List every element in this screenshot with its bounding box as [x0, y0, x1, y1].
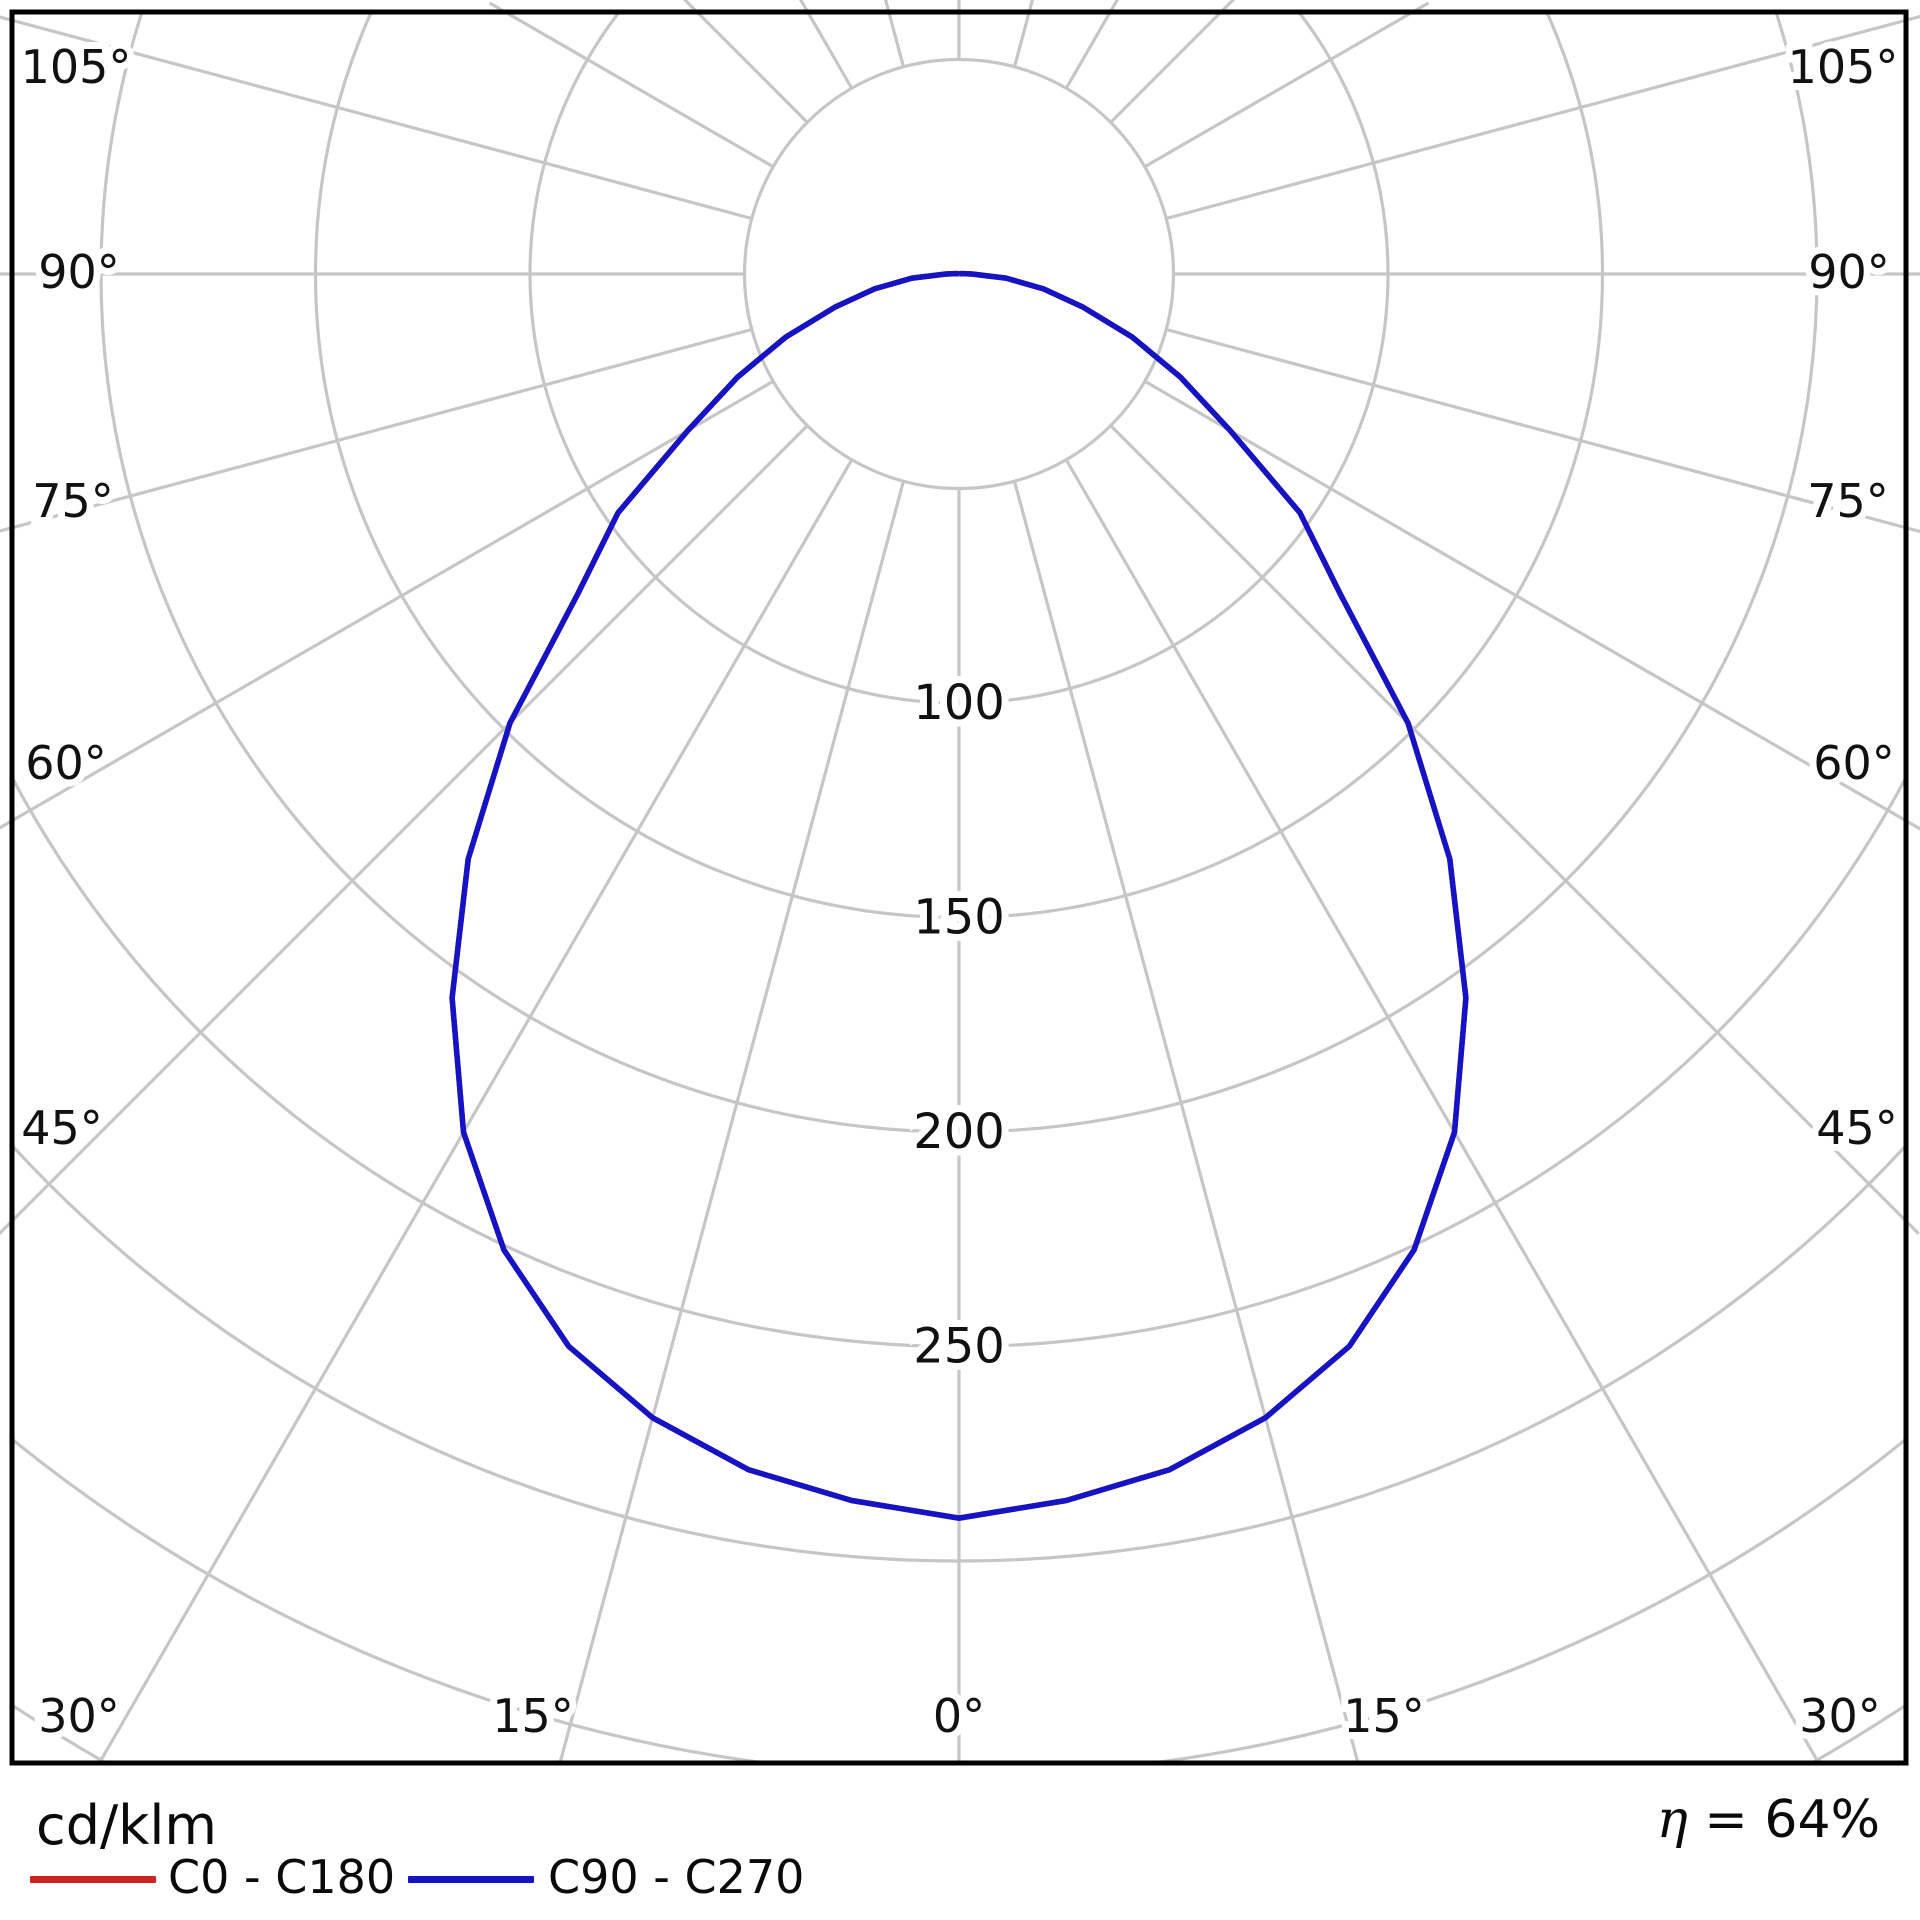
- grid-spoke-30: [1064, 458, 1821, 1763]
- plot-frame: [9, 9, 1909, 1766]
- grid-spoke-45: [1109, 424, 1906, 1224]
- grid-labels: 100 150 200 250 105° 90° 75° 60° 45° 30° 15° 0° 15° 3…: [14, 33, 1906, 1750]
- frame-tick-165: [1027, 0, 1035, 13]
- frame-tick-255: [0, 15, 13, 22]
- frame-tick-210: [798, 0, 810, 13]
- legend-label-c0-c180: C0 - C180: [168, 1850, 396, 1904]
- grid-spoke-330: [97, 458, 854, 1763]
- grid-spoke-285: [12, 327, 753, 530]
- angle-label-0: 105°: [21, 40, 132, 94]
- grid-spoke-105: [1165, 18, 1906, 221]
- angle-label-11: 60°: [1813, 736, 1895, 790]
- angle-label-3: 60°: [25, 736, 107, 790]
- angle-label-13: 90°: [1808, 245, 1890, 299]
- intensity-curves: [449, 270, 1469, 1521]
- grid-spoke-75: [1165, 327, 1906, 530]
- grid-spoke-315: [12, 424, 809, 1224]
- angle-label-9: 30°: [1799, 1689, 1881, 1743]
- angle-label-12: 75°: [1807, 474, 1889, 528]
- legend-swatch-c0-c180: [30, 1876, 156, 1883]
- legend: C0 - C180 C90 - C270: [0, 1850, 1920, 1912]
- angle-label-1: 90°: [38, 245, 120, 299]
- unit-label: cd/klm: [36, 1794, 218, 1857]
- angle-label-5: 30°: [38, 1689, 120, 1743]
- grid-spoke-300: [12, 379, 775, 823]
- legend-swatch-c90-c270: [408, 1876, 534, 1883]
- frame-tick-285: [0, 526, 13, 533]
- ring-label-200: 200: [913, 1104, 1005, 1160]
- grid-spoke-255: [12, 18, 753, 221]
- eta-symbol: η: [1656, 1790, 1688, 1850]
- frame-tick-105: [1905, 14, 1920, 22]
- angle-label-10: 45°: [1816, 1101, 1898, 1155]
- grid-spoke-60: [1143, 379, 1906, 823]
- frame-tick-150: [1108, 0, 1120, 13]
- angle-label-14: 105°: [1788, 40, 1899, 94]
- curve-C90-C270: [449, 270, 1469, 1521]
- frame-ticks: [0, 0, 1920, 1235]
- frame-tick-75: [1905, 526, 1920, 534]
- angle-label-6: 15°: [492, 1689, 574, 1743]
- angle-label-4: 45°: [21, 1101, 103, 1155]
- angle-label-7: 0°: [933, 1689, 985, 1743]
- frame-tick-60: [1905, 819, 1920, 831]
- ring-label-100: 100: [913, 675, 1005, 731]
- grid-spoke-345: [558, 480, 906, 1763]
- ring-label-250: 250: [913, 1319, 1005, 1375]
- eta-value: = 64%: [1687, 1790, 1880, 1850]
- frame-tick-195: [883, 0, 891, 13]
- angle-label-8: 15°: [1343, 1689, 1425, 1743]
- ring-label-150: 150: [913, 890, 1005, 946]
- grid-spoke-15: [1012, 480, 1360, 1763]
- legend-label-c90-c270: C90 - C270: [548, 1850, 805, 1904]
- angle-label-2: 75°: [32, 474, 114, 528]
- efficiency-label: η = 64%: [1656, 1790, 1880, 1850]
- frame-tick-300: [0, 819, 13, 830]
